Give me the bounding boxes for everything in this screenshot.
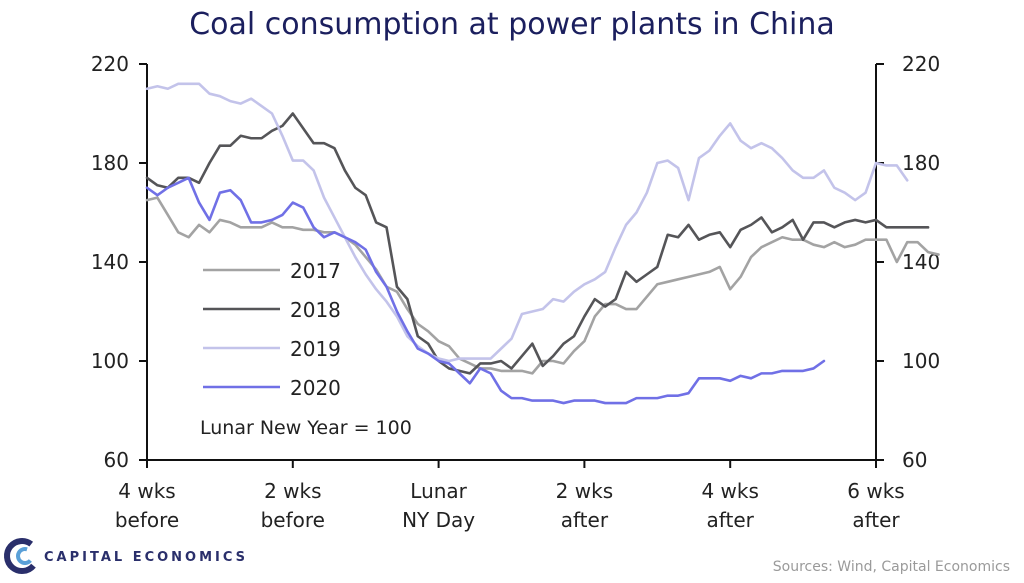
y-tick-label-right: 220 [902, 52, 940, 76]
x-tick-label: NY Day [402, 508, 475, 532]
y-tick-label-left: 100 [91, 349, 129, 373]
x-tick-label: Lunar [410, 479, 467, 503]
legend-label-2019: 2019 [290, 337, 341, 361]
x-tick-label: after [707, 508, 755, 532]
legend-label-2020: 2020 [290, 376, 341, 400]
y-tick-label-right: 60 [902, 448, 927, 472]
legend-label-2017: 2017 [290, 259, 341, 283]
series-line-2019 [145, 82, 909, 363]
legend-label-2018: 2018 [290, 298, 341, 322]
x-tick-label: before [261, 508, 325, 532]
series-line-2018 [145, 112, 930, 375]
x-tick-label: 6 wks [847, 479, 904, 503]
x-tick-label: 2 wks [264, 479, 321, 503]
series-line-2017 [145, 196, 940, 375]
y-tick-label-left: 140 [91, 250, 129, 274]
legend: 2017 2018 2019 2020 [203, 259, 341, 400]
y-tick-label-left: 180 [91, 151, 129, 175]
series-layer [145, 82, 940, 405]
logo-mark-icon [4, 538, 40, 574]
capital-economics-logo: CAPITAL ECONOMICS [4, 538, 248, 574]
source-note: Sources: Wind, Capital Economics [773, 559, 1010, 575]
x-tick-label: 4 wks [701, 479, 758, 503]
series-line-2020 [145, 176, 826, 405]
brand-name: CAPITAL ECONOMICS [44, 550, 248, 565]
x-tick-label: 4 wks [118, 479, 175, 503]
y-tick-label-right: 180 [902, 151, 940, 175]
base-note: Lunar New Year = 100 [200, 417, 412, 439]
y-tick-label-left: 60 [104, 448, 129, 472]
y-tick-label-left: 220 [91, 52, 129, 76]
x-tick-label: before [115, 508, 179, 532]
x-tick-label: 2 wks [556, 479, 613, 503]
chart-title: Coal consumption at power plants in Chin… [189, 7, 835, 42]
x-tick-label: after [852, 508, 900, 532]
y-tick-label-right: 100 [902, 349, 940, 373]
x-tick-label: after [561, 508, 609, 532]
